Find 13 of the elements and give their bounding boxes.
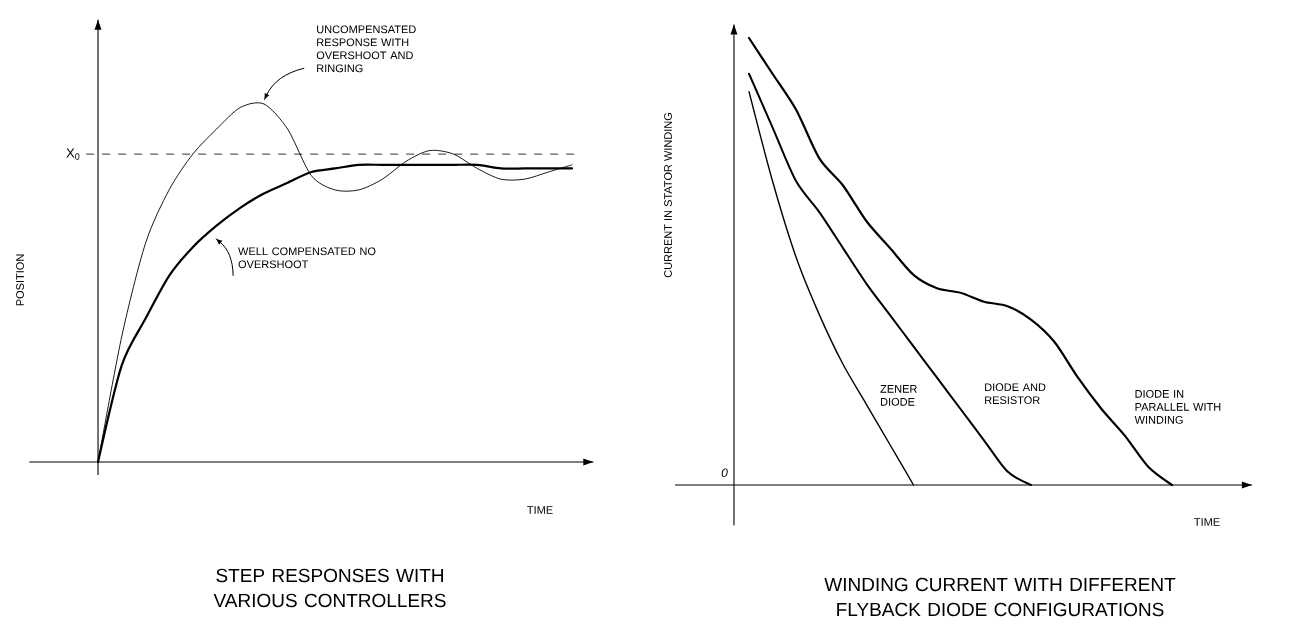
text: DIODE AND RESISTOR bbox=[985, 383, 1046, 405]
x-axis-title: TIME bbox=[1194, 518, 1220, 526]
series-label: DIODE IN PARALLEL WITH WINDING bbox=[1134, 389, 1221, 424]
text: 0 bbox=[721, 468, 728, 477]
text: UNCOMPENSATED RESPONSE WITH OVERSHOOT AND RINGING bbox=[316, 25, 416, 73]
y-axis-title: POSITION bbox=[16, 254, 24, 306]
series-label: ZENER DIODE bbox=[880, 385, 917, 406]
text: WINDING CURRENT WITH DIFFERENT FLYBACK DIODE CONFIGURATIONS bbox=[824, 577, 1176, 617]
y-axis-title: CURRENT IN STATOR WINDING bbox=[664, 113, 672, 278]
ref-line-label: X$_{0}$ bbox=[66, 148, 80, 160]
text: WELL COMPENSATED NO OVERSHOOT bbox=[238, 247, 376, 269]
text: STEP RESPONSES WITH VARIOUS CONTROLLERS bbox=[213, 568, 446, 608]
x-axis-title: TIME bbox=[527, 506, 553, 514]
